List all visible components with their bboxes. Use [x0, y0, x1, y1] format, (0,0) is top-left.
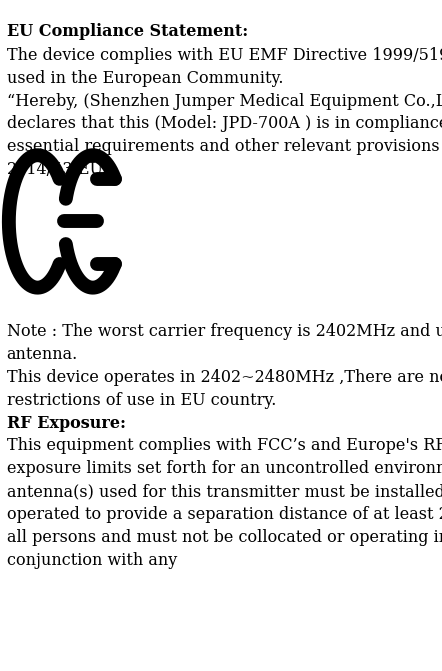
Text: EU Compliance Statement:: EU Compliance Statement: — [7, 23, 248, 40]
Text: operated to provide a separation distance of at least 20 cm from: operated to provide a separation distanc… — [7, 506, 442, 523]
Text: RF Exposure:: RF Exposure: — [7, 415, 126, 431]
Text: The device complies with EU EMF Directive 1999/519/EC can be: The device complies with EU EMF Directiv… — [7, 47, 442, 64]
Text: declares that this (Model: JPD-700A ) is in compliance with the: declares that this (Model: JPD-700A ) is… — [7, 115, 442, 132]
Text: all persons and must not be collocated or operating in: all persons and must not be collocated o… — [7, 529, 442, 546]
Text: Note : The worst carrier frequency is 2402MHz and use a PCB: Note : The worst carrier frequency is 24… — [7, 323, 442, 340]
Text: exposure limits set forth for an uncontrolled environment. The: exposure limits set forth for an uncontr… — [7, 460, 442, 477]
Text: antenna.: antenna. — [7, 346, 78, 363]
Text: antenna(s) used for this transmitter must be installed and: antenna(s) used for this transmitter mus… — [7, 483, 442, 500]
Text: essential requirements and other relevant provisions of Directive: essential requirements and other relevan… — [7, 138, 442, 155]
Text: restrictions of use in EU country.: restrictions of use in EU country. — [7, 392, 276, 409]
Text: conjunction with any: conjunction with any — [7, 552, 177, 568]
Text: This device operates in 2402~2480MHz ,There are no: This device operates in 2402~2480MHz ,Th… — [7, 369, 442, 386]
Text: 2014/53/EU.”: 2014/53/EU.” — [7, 161, 115, 178]
Text: “Hereby, (Shenzhen Jumper Medical Equipment Co.,Ltd. ): “Hereby, (Shenzhen Jumper Medical Equipm… — [7, 93, 442, 109]
Text: This equipment complies with FCC’s and Europe's RF radiation: This equipment complies with FCC’s and E… — [7, 437, 442, 454]
Text: used in the European Community.: used in the European Community. — [7, 70, 283, 87]
